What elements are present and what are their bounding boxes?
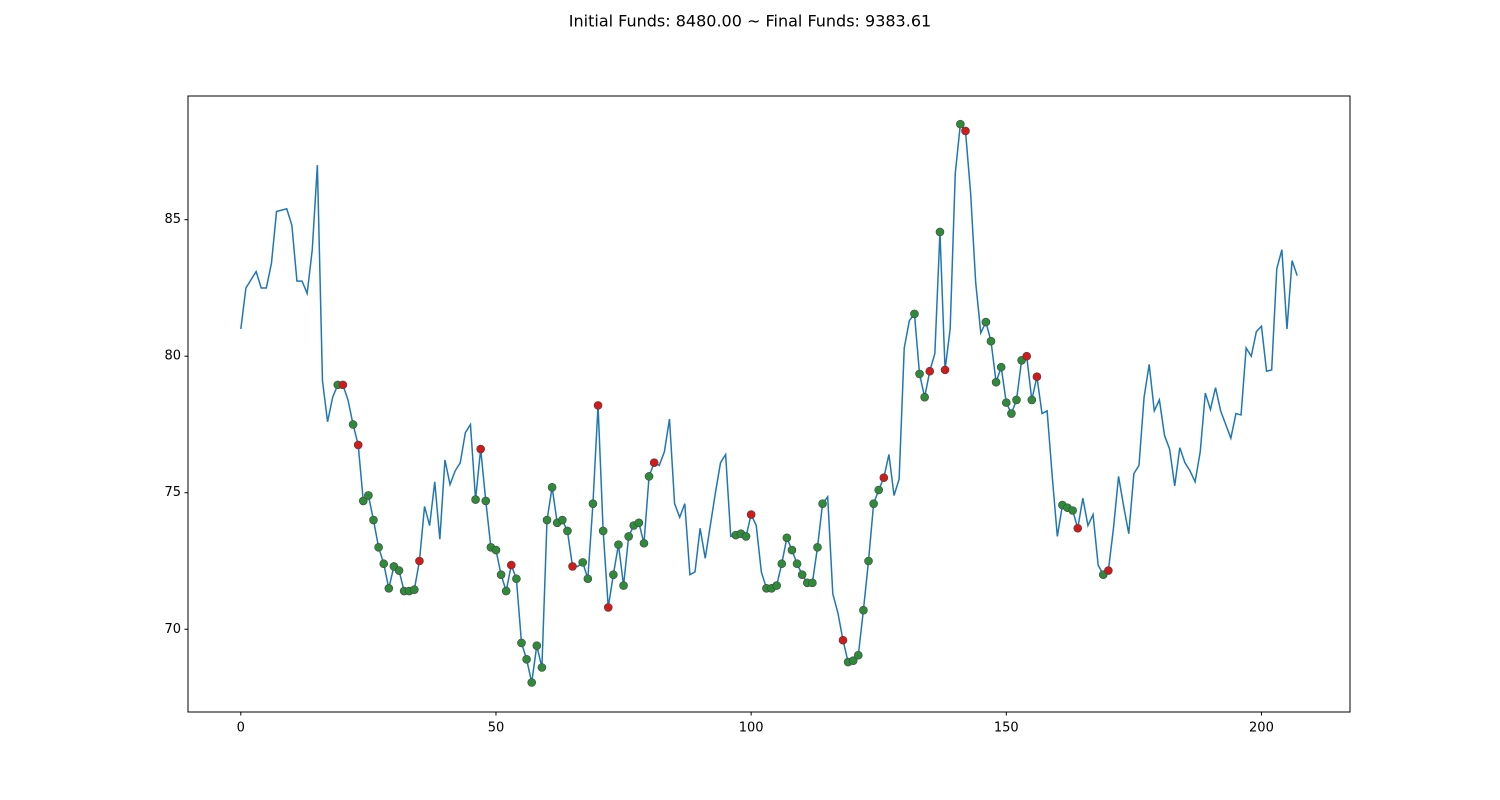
trade-point [1068, 506, 1077, 515]
trade-point [364, 491, 373, 500]
trade-point [910, 309, 919, 319]
trade-point [813, 543, 822, 552]
x-tick-label: 0 [237, 721, 245, 736]
trade-point [603, 603, 613, 612]
x-tick-label: 150 [994, 721, 1019, 736]
trade-point [1022, 351, 1032, 361]
trade-point [797, 570, 807, 579]
trade-point [410, 585, 419, 594]
trade-point [542, 515, 552, 525]
trade-point [1073, 523, 1083, 533]
trade-point [1032, 372, 1042, 381]
trade-point [476, 444, 485, 454]
trade-point [639, 538, 649, 548]
price-line [240, 122, 1298, 683]
trade-point [746, 510, 756, 519]
trade-point [517, 638, 526, 648]
trade-point [394, 566, 404, 575]
trade-point [527, 678, 537, 687]
trade-point [609, 570, 618, 579]
trade-point [787, 545, 797, 555]
trade-point [1007, 409, 1016, 418]
trade-point [1001, 398, 1011, 407]
trade-point [644, 472, 654, 481]
trade-point [496, 570, 506, 579]
y-tick-label: 80 [164, 349, 181, 364]
trade-point [782, 533, 792, 543]
trade-point [558, 515, 567, 525]
trade-point [956, 119, 965, 129]
axes-frame [187, 95, 1351, 713]
trade-point [649, 458, 659, 468]
trade-point [384, 584, 394, 593]
trade-point [991, 377, 1001, 387]
trade-point [374, 543, 383, 552]
trade-point [996, 362, 1006, 372]
trade-point [481, 496, 491, 506]
trade-point [925, 366, 935, 376]
trade-point [741, 532, 751, 541]
trade-point [961, 126, 970, 136]
trade-point [369, 515, 378, 525]
trade-point [859, 605, 868, 615]
trade-point [348, 420, 358, 429]
trade-point [522, 655, 531, 664]
trade-point [501, 586, 511, 596]
trade-point [920, 392, 929, 402]
trade-point [864, 556, 873, 566]
trade-point [624, 532, 633, 541]
trade-point [915, 369, 924, 379]
x-tick-label: 100 [739, 721, 764, 736]
trade-point [777, 559, 787, 569]
trade-point [634, 518, 644, 528]
trade-point [986, 336, 996, 346]
trade-point [379, 559, 389, 569]
trade-point [491, 545, 501, 555]
trade-point [593, 401, 603, 410]
trade-point [471, 495, 480, 504]
trade-point [838, 635, 848, 645]
trade-point [353, 440, 363, 450]
trade-point [1012, 395, 1021, 405]
trade-point [848, 656, 858, 665]
trade-point [415, 556, 424, 566]
trade-point [619, 581, 628, 590]
trade-point [563, 526, 572, 536]
trade-point [568, 562, 577, 571]
trade-point [588, 499, 598, 508]
trade-point [338, 380, 348, 390]
trade-point [537, 663, 547, 672]
trade-point [981, 317, 991, 327]
trade-point [512, 574, 521, 584]
trade-point [583, 574, 593, 584]
x-tick-label: 50 [488, 721, 505, 736]
trade-point [818, 499, 827, 508]
trade-point [1027, 395, 1037, 405]
y-tick-label: 70 [164, 622, 181, 637]
trade-point [874, 485, 884, 495]
trade-point [940, 365, 950, 375]
trade-point [532, 641, 542, 650]
x-tick-label: 200 [1249, 721, 1274, 736]
trade-point [1104, 566, 1113, 575]
trade-point [935, 227, 945, 237]
chart-title: Initial Funds: 8480.00 ~ Final Funds: 93… [569, 12, 931, 31]
trade-point [854, 650, 863, 660]
trade-point [506, 560, 516, 570]
trade-point [547, 482, 557, 492]
trade-point [879, 473, 889, 483]
trade-point [578, 558, 588, 567]
trade-point [808, 578, 817, 588]
trade-point [614, 540, 623, 549]
trade-point [358, 496, 368, 506]
trade-point [792, 559, 802, 569]
y-tick-label: 75 [164, 485, 181, 500]
y-tick-label: 85 [164, 212, 181, 227]
trade-point [869, 499, 878, 508]
trade-point [772, 581, 781, 590]
trade-point [598, 526, 608, 536]
